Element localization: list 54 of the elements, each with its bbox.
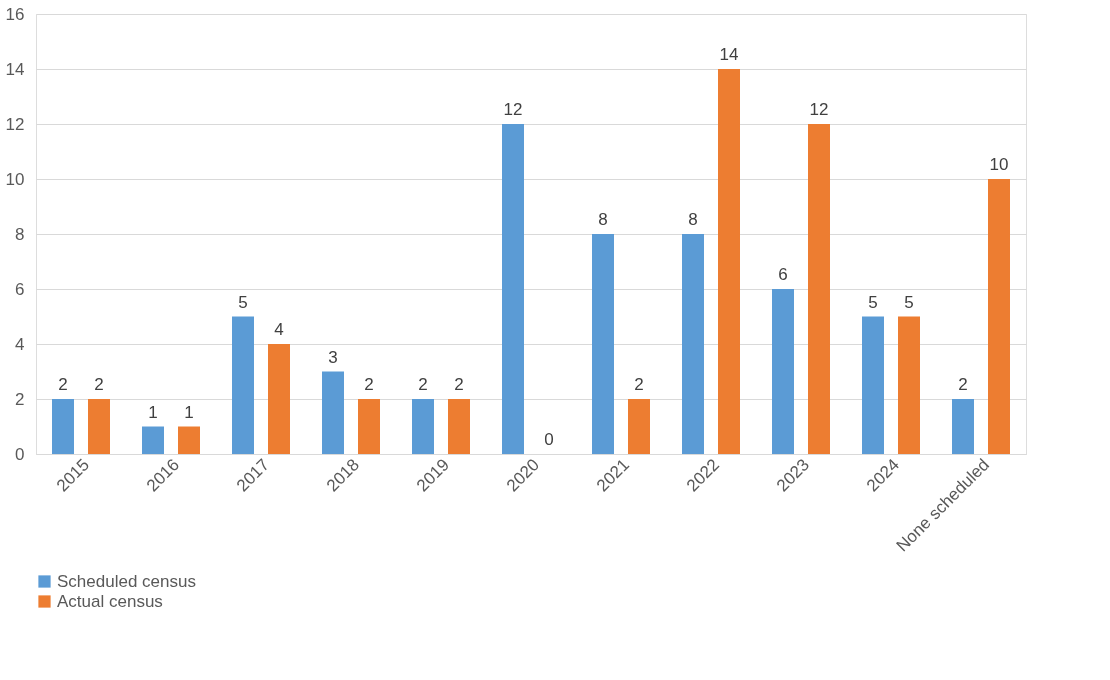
data-label: 8 <box>688 210 698 229</box>
legend-label: Actual census <box>57 591 163 611</box>
data-label: 12 <box>809 100 829 119</box>
bar <box>862 316 884 454</box>
y-tick-label: 10 <box>5 169 25 189</box>
data-label: 8 <box>598 210 608 229</box>
bar <box>268 344 290 454</box>
y-tick-label: 14 <box>5 59 25 79</box>
bar <box>682 234 704 454</box>
data-label: 3 <box>328 347 338 367</box>
data-label: 10 <box>989 155 1009 174</box>
data-label: 0 <box>544 430 554 449</box>
data-label: 14 <box>719 45 739 64</box>
bar <box>718 69 740 454</box>
bar <box>592 234 614 454</box>
bar <box>88 399 110 454</box>
data-label: 5 <box>238 292 248 312</box>
data-label: 2 <box>418 375 428 394</box>
bar <box>412 399 434 454</box>
bar <box>952 399 974 454</box>
bar <box>232 316 254 454</box>
y-tick-label: 0 <box>15 444 25 464</box>
data-label: 1 <box>148 402 158 422</box>
legend-label: Scheduled census <box>57 571 196 591</box>
bar <box>808 124 830 454</box>
data-label: 2 <box>958 375 968 394</box>
y-tick-label: 8 <box>15 224 25 244</box>
bar <box>142 426 164 454</box>
bar <box>178 426 200 454</box>
data-label: 5 <box>904 292 914 312</box>
bar <box>52 399 74 454</box>
bar <box>358 399 380 454</box>
data-label: 12 <box>503 100 523 119</box>
y-tick-label: 4 <box>15 334 25 354</box>
data-label: 2 <box>454 375 464 394</box>
bar <box>322 371 344 454</box>
data-label: 4 <box>274 320 284 339</box>
data-label: 2 <box>58 375 68 394</box>
data-label: 6 <box>778 265 788 284</box>
bar <box>988 179 1010 454</box>
data-label: 2 <box>634 375 644 394</box>
data-label: 1 <box>184 402 194 422</box>
bar <box>628 399 650 454</box>
bar <box>448 399 470 454</box>
y-tick-label: 12 <box>5 114 25 134</box>
data-label: 5 <box>868 292 878 312</box>
data-label: 2 <box>94 375 104 394</box>
y-tick-label: 6 <box>15 279 25 299</box>
y-tick-label: 2 <box>15 389 25 409</box>
bar <box>502 124 524 454</box>
bar <box>772 289 794 454</box>
data-label: 2 <box>364 375 374 394</box>
bar <box>898 316 920 454</box>
y-tick-label: 16 <box>5 4 25 24</box>
